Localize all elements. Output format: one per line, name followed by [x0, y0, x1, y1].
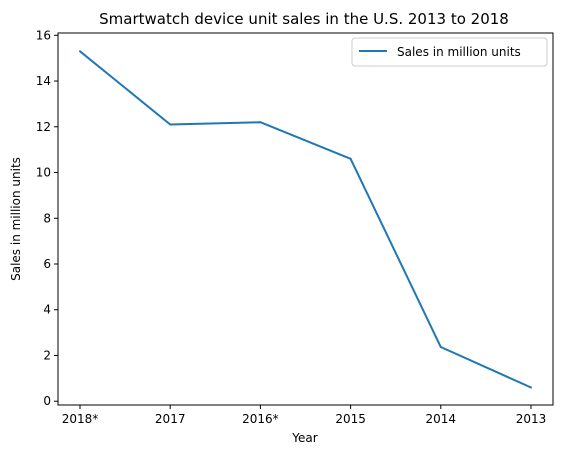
chart-title: Smartwatch device unit sales in the U.S.… — [99, 10, 509, 28]
y-tick-label: 6 — [43, 257, 51, 271]
x-tick-label: 2018* — [62, 412, 99, 426]
y-tick-label: 14 — [36, 74, 51, 88]
y-tick-label: 4 — [43, 303, 51, 317]
plot-area — [57, 32, 554, 406]
data-point — [259, 121, 262, 124]
data-point — [349, 157, 352, 160]
y-tick-label: 2 — [43, 348, 51, 362]
x-tick-label: 2016* — [242, 412, 279, 426]
x-tick-label: 2015 — [335, 412, 366, 426]
x-axis-label: Year — [291, 431, 317, 445]
data-point — [169, 123, 172, 126]
series-line — [79, 50, 532, 389]
legend-label: Sales in million units — [397, 45, 521, 59]
data-point — [530, 386, 532, 389]
y-tick-label: 12 — [36, 120, 51, 134]
x-axis: 2018* 2017 2016* 2015 2014 2013 — [62, 405, 547, 426]
y-axis: 0 2 4 6 8 10 12 14 16 — [36, 28, 58, 408]
y-tick-label: 8 — [43, 211, 51, 225]
y-tick-label: 10 — [36, 166, 51, 180]
x-tick-label: 2014 — [426, 412, 457, 426]
legend: Sales in million units — [351, 37, 548, 67]
legend-box — [351, 37, 548, 67]
series-layer — [79, 50, 532, 389]
y-tick-label: 16 — [36, 28, 51, 42]
y-axis-label: Sales in million units — [9, 157, 23, 281]
y-tick-label: 0 — [43, 394, 51, 408]
data-point — [79, 50, 81, 53]
x-tick-label: 2017 — [155, 412, 186, 426]
x-tick-label: 2013 — [516, 412, 547, 426]
data-point — [439, 346, 442, 349]
